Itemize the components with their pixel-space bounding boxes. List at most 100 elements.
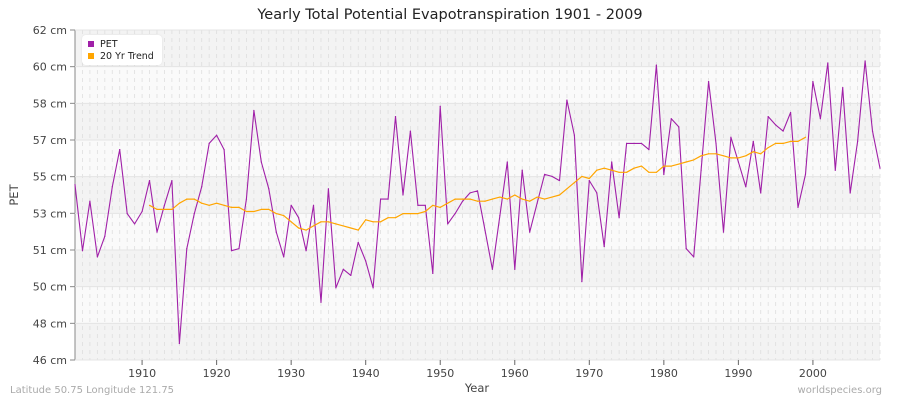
pet-point <box>290 204 292 206</box>
pet-point <box>104 235 106 237</box>
y-tick-label: 60 cm <box>33 61 67 74</box>
pet-point <box>506 161 508 163</box>
pet-point <box>350 274 352 277</box>
pet-point <box>521 169 523 171</box>
pet-point <box>879 167 881 169</box>
pet-point <box>134 223 136 225</box>
pet-point <box>648 149 650 151</box>
pet-point <box>275 231 277 233</box>
y-ticks: 46 cm 48 cm 50 cm 51 cm 53 cm 55 cm 57 cm 58 cm… <box>33 24 880 367</box>
trend-point <box>797 140 799 142</box>
pet-point <box>208 142 210 145</box>
pet-point <box>357 241 359 244</box>
pet-point <box>678 126 680 128</box>
pet-point <box>655 64 657 66</box>
y-tick-label: 62 cm <box>33 24 67 37</box>
pet-point <box>745 186 747 188</box>
trend-point <box>163 208 166 211</box>
legend-label-pet: PET <box>100 38 118 50</box>
pet-point <box>327 188 330 190</box>
pet-point <box>484 229 486 231</box>
trend-point <box>775 142 777 145</box>
trend-point <box>618 171 620 173</box>
pet-point <box>760 192 762 194</box>
pet-point <box>670 118 672 120</box>
trend-point <box>394 217 397 219</box>
x-tick-label: 2000 <box>799 367 827 380</box>
trend-point <box>365 219 367 221</box>
x-tick-label: 1950 <box>426 367 454 380</box>
trend-point <box>268 208 270 211</box>
pet-point <box>96 256 98 258</box>
trend-point <box>625 171 628 173</box>
pet-point <box>543 173 546 175</box>
pet-point <box>797 206 799 208</box>
pet-point <box>387 198 389 200</box>
trend-point <box>804 136 807 138</box>
pet-point <box>163 204 166 206</box>
pet-point <box>864 60 866 62</box>
trend-point <box>558 194 561 196</box>
pet-point <box>640 142 643 145</box>
trend-point <box>298 227 300 229</box>
trend-point <box>432 204 434 206</box>
pet-point <box>312 204 315 206</box>
trend-point <box>327 221 330 223</box>
trend-point <box>417 212 419 215</box>
pet-point <box>611 161 613 163</box>
pet-point <box>625 142 628 145</box>
pet-point <box>819 118 821 120</box>
trend-point <box>178 202 180 204</box>
trend-point <box>491 198 494 200</box>
pet-point <box>849 192 851 194</box>
pet-point <box>529 231 531 233</box>
trend-point <box>454 198 456 200</box>
legend-item-pet: PET <box>88 38 154 50</box>
legend-swatch-trend <box>88 53 94 59</box>
trend-point <box>573 182 575 184</box>
series-lines <box>74 60 881 345</box>
pet-point <box>320 301 322 303</box>
pet-point <box>730 136 732 138</box>
pet-point <box>514 268 516 270</box>
trend-point <box>745 155 747 157</box>
trend-point <box>551 196 553 198</box>
pet-point <box>447 223 449 225</box>
x-axis-title: Year <box>464 381 490 395</box>
y-tick-label: 58 cm <box>33 97 67 110</box>
trend-point <box>372 221 374 223</box>
trend-point <box>245 210 248 213</box>
trend-point <box>320 221 322 223</box>
trend-point <box>700 155 702 157</box>
trend-point <box>409 212 412 215</box>
pet-point <box>588 179 590 182</box>
trend-point <box>767 146 769 149</box>
pet-point <box>596 192 598 194</box>
pet-point <box>491 268 494 270</box>
pet-point <box>424 204 426 206</box>
trend-point <box>260 208 262 211</box>
source-caption: worldspecies.org <box>797 385 882 396</box>
x-tick-label: 1920 <box>203 367 231 380</box>
trend-point <box>469 198 471 200</box>
pet-point <box>216 134 218 136</box>
trend-point <box>193 198 195 200</box>
trend-point <box>760 153 762 155</box>
trend-point <box>715 153 717 155</box>
pet-point <box>767 116 769 118</box>
x-tick-label: 1990 <box>724 367 752 380</box>
trend-point <box>499 196 501 198</box>
pet-point <box>283 256 285 258</box>
x-tick-label: 1930 <box>277 367 305 380</box>
pet-point <box>700 169 702 171</box>
trend-point <box>476 200 479 202</box>
trend-point <box>655 171 657 173</box>
trend-point <box>439 206 441 208</box>
trend-point <box>536 196 538 198</box>
trend-point <box>424 210 426 213</box>
legend: PET 20 Yr Trend <box>82 35 162 65</box>
pet-point <box>663 173 665 175</box>
trend-point <box>342 225 344 227</box>
trend-point <box>611 169 613 171</box>
y-tick-label: 50 cm <box>33 281 67 294</box>
